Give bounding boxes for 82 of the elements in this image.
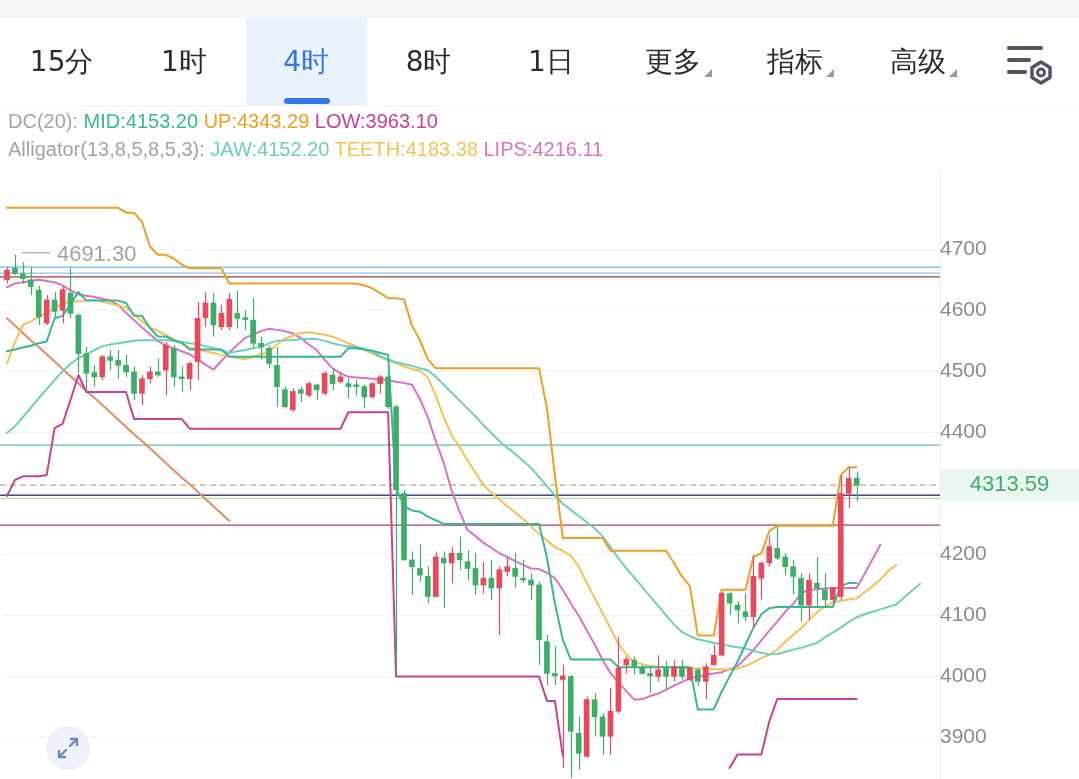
candlestick xyxy=(710,644,717,666)
candlestick xyxy=(20,261,26,285)
candlestick xyxy=(115,349,121,380)
candlestick xyxy=(671,659,677,682)
y-tick-label: 4200 xyxy=(940,541,987,565)
candlestick xyxy=(591,692,598,737)
candlestick xyxy=(361,384,368,410)
candlestick xyxy=(345,377,352,399)
y-tick-label: 3900 xyxy=(940,724,987,748)
candlestick xyxy=(258,335,264,361)
candlestick xyxy=(242,309,249,331)
y-tick-label: 4600 xyxy=(940,297,987,321)
candlestick xyxy=(99,354,106,381)
text: 高级 xyxy=(889,43,946,80)
y-tick-label: 4400 xyxy=(940,419,987,443)
y-tick-label: 4000 xyxy=(940,663,987,687)
text: 1时 xyxy=(161,43,207,80)
candlestick xyxy=(43,294,50,326)
text: UP:4343.29 xyxy=(202,110,310,132)
candlestick xyxy=(131,365,137,401)
candlestick xyxy=(694,667,701,687)
candlestick xyxy=(822,572,828,607)
candlestick xyxy=(575,716,582,771)
y-tick-label: 4100 xyxy=(940,602,987,626)
candlestick xyxy=(631,655,638,676)
candlestick xyxy=(464,549,471,581)
candlestick xyxy=(845,466,852,509)
candlestick xyxy=(409,550,415,596)
candlestick xyxy=(139,374,145,406)
y-tick-label: 4500 xyxy=(940,358,987,382)
candlestick xyxy=(663,660,669,691)
candlestick xyxy=(766,536,773,568)
candlestick xyxy=(774,525,781,561)
candlestick xyxy=(91,364,98,388)
candlestick xyxy=(814,556,820,607)
text: LIPS:4216.11 xyxy=(482,138,604,160)
candlestick xyxy=(528,572,534,601)
candlestick xyxy=(702,662,709,700)
candlestick xyxy=(27,266,34,296)
candlestick xyxy=(647,667,653,694)
candlestick xyxy=(290,387,296,413)
candlestick xyxy=(552,645,558,686)
candlestick xyxy=(123,354,129,378)
annotation: 4691.30 xyxy=(56,240,137,266)
candlestick xyxy=(599,712,606,756)
text: 更多 xyxy=(645,43,702,80)
candlestick xyxy=(559,664,566,769)
candlestick xyxy=(274,346,280,408)
text: LOW:3963.10 xyxy=(313,110,438,132)
candlestick xyxy=(417,544,423,583)
text: 4313.59 xyxy=(969,471,1050,497)
text: 8时 xyxy=(405,43,452,80)
text: 指标 xyxy=(767,43,824,80)
candlestick xyxy=(679,659,685,681)
text: TEETH:4183.38 xyxy=(333,138,478,160)
candlestick xyxy=(655,654,661,682)
text: 1日 xyxy=(527,43,574,80)
candlestick xyxy=(440,550,447,609)
candlestick xyxy=(59,285,66,324)
candlestick xyxy=(377,374,384,394)
y-tick-label: 4700 xyxy=(940,236,987,260)
candlestick xyxy=(726,591,733,616)
candlestick xyxy=(234,289,241,330)
candlestick xyxy=(282,386,288,410)
text: 15分 xyxy=(29,43,94,80)
candlestick xyxy=(83,346,90,394)
candlestick xyxy=(512,552,518,589)
candlestick xyxy=(790,559,796,596)
candlestick xyxy=(250,297,256,348)
candlestick xyxy=(496,566,503,636)
candlestick xyxy=(12,254,18,276)
candlestick xyxy=(742,592,749,623)
text: DC(20): xyxy=(8,110,79,132)
candlestick xyxy=(107,349,114,371)
text: 4时 xyxy=(283,43,330,80)
candlestick xyxy=(782,552,788,576)
candlestick xyxy=(266,344,272,369)
text: Alligator(13,8,5,8,5,3): xyxy=(8,138,206,160)
text: JAW:4152.20 xyxy=(210,138,330,160)
candlestick xyxy=(425,566,431,604)
text: MID:4153.20 xyxy=(83,110,199,132)
candlestick xyxy=(504,556,511,578)
